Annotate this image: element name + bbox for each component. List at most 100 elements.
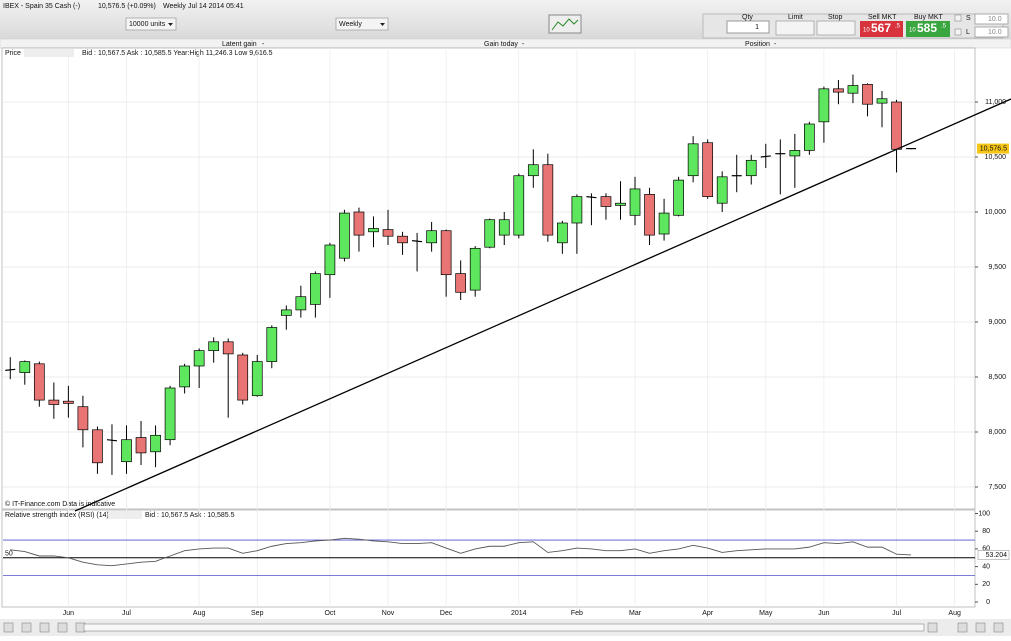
candle-body (77, 406, 89, 431)
buy-pips: 585 (917, 21, 937, 35)
position: - (774, 41, 777, 48)
y-tick-label: 10,500 (985, 154, 1007, 161)
last-value-box (977, 550, 1010, 560)
candle-body (353, 211, 365, 236)
qty-label: Qty (742, 14, 753, 21)
candle-body (716, 176, 728, 204)
stop-label: Stop (828, 14, 843, 21)
candle-body (266, 327, 278, 362)
y-tick-label: 8,500 (988, 374, 1006, 381)
limit-field[interactable] (974, 26, 1009, 38)
sell-big: 10 (863, 28, 870, 34)
y-tick-label: 10,000 (985, 209, 1007, 216)
candle-body (629, 188, 641, 216)
candle-body (382, 229, 394, 237)
x-tick-label: Oct (324, 610, 335, 617)
dropdown-arrow (168, 23, 173, 26)
y-tick-label: 40 (982, 563, 990, 570)
candle-body (179, 365, 190, 388)
x-tick-label: Apr (702, 610, 714, 617)
limit-button[interactable] (775, 20, 815, 36)
candle-body (644, 194, 655, 236)
gain-today-label: Gain today (484, 41, 518, 48)
candle-body (818, 88, 830, 123)
x-tick-label: Aug (193, 610, 206, 617)
x-tick-label: Jun (63, 610, 74, 617)
period-select: Weekly (339, 21, 362, 28)
stop-field-label: S (966, 15, 971, 22)
candle-body (484, 219, 496, 248)
x-tick-label: Nov (382, 610, 395, 617)
sell-button[interactable] (860, 21, 903, 37)
candle-body (19, 361, 31, 373)
pane-icons (108, 511, 142, 519)
y-tick-label: 80 (982, 528, 990, 535)
period: Weekly (163, 3, 186, 10)
limit-field-label: L (966, 29, 970, 36)
gain-today: - (522, 41, 525, 48)
candle-body (876, 98, 888, 104)
candle-body (527, 164, 539, 177)
y-tick-label: 0 (986, 599, 990, 606)
x-tick-label: Jul (122, 610, 131, 617)
candle-body (310, 273, 321, 305)
latent-gain: - (262, 41, 265, 48)
candle-body (237, 354, 249, 401)
candle-body (557, 222, 568, 244)
latent-gain-label: Latent gain (222, 41, 257, 48)
candle-body (702, 142, 714, 197)
candle-body (804, 123, 815, 151)
candle-body (150, 434, 161, 453)
last-value-label: 53.204 (986, 552, 1008, 559)
price-pane-label: Price (5, 50, 21, 57)
candle-body (455, 273, 467, 293)
candle-body (760, 155, 771, 158)
timestamp: Jul 14 2014 05:41 (188, 3, 244, 10)
reference-label: 50 (5, 551, 13, 558)
buy-big: 10 (909, 28, 916, 34)
last-price-label: 10,576.5 (980, 145, 1007, 152)
candle-body (745, 159, 757, 177)
candle-body (600, 196, 612, 207)
x-tick-label: 2014 (511, 610, 527, 617)
sell-fraction: .5 (895, 24, 901, 30)
buy-button[interactable] (906, 21, 950, 37)
candle-body (498, 219, 510, 236)
candle-body (586, 196, 597, 199)
stop-check[interactable] (954, 14, 962, 22)
candle-body (5, 368, 16, 371)
candle-body (135, 437, 147, 454)
candle-body (92, 429, 103, 464)
change: 10,576.5 (+0.09%) (98, 3, 156, 10)
candle-body (164, 387, 176, 441)
candle-body (33, 363, 45, 401)
chart-icon (551, 18, 579, 31)
buy-fraction: .5 (941, 24, 947, 30)
candle-body (295, 296, 307, 311)
candle-body (891, 101, 902, 150)
stop-button[interactable] (816, 20, 856, 36)
units-dropdown[interactable] (125, 17, 177, 31)
qty-field[interactable] (726, 20, 770, 34)
position-label: Position (745, 41, 770, 48)
rsi-quote: Bid : 10,567.5 Ask : 10,585.5 (145, 512, 235, 519)
x-tick-label: Dec (440, 610, 453, 617)
qty: 1 (755, 24, 759, 31)
candle-body (121, 439, 132, 463)
candle-body (193, 350, 205, 367)
y-tick-label: 7,500 (988, 484, 1006, 491)
last-price-box (977, 143, 1009, 154)
candle-body (426, 230, 437, 244)
candle-body (48, 399, 60, 405)
stop-field[interactable] (974, 13, 1009, 25)
candle-body (324, 244, 336, 276)
x-tick-label: Feb (571, 610, 583, 617)
candle-body (862, 84, 873, 105)
x-tick-label: Sep (251, 610, 264, 617)
period-dropdown[interactable] (335, 17, 389, 31)
candle-body (673, 179, 684, 216)
x-tick-label: Jun (818, 610, 829, 617)
candle-body (280, 309, 292, 316)
candle-body (106, 439, 118, 442)
limit-check[interactable] (954, 28, 962, 36)
